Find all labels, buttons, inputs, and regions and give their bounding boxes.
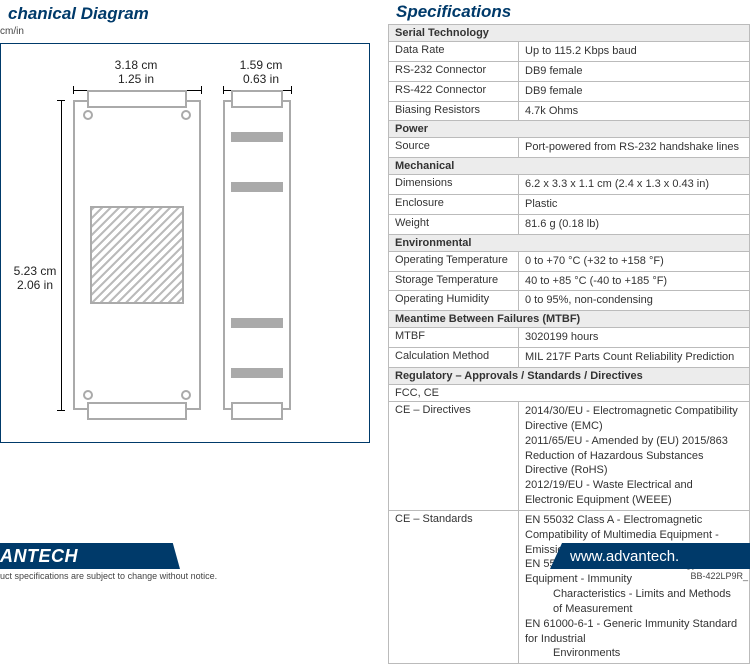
table-row: RS-422 ConnectorDB9 female <box>389 81 750 101</box>
spec-key: Source <box>389 138 519 158</box>
spec-key: Operating Temperature <box>389 251 519 271</box>
spec-key: Data Rate <box>389 42 519 62</box>
dim-cm: 3.18 cm <box>115 58 158 72</box>
footer-bar: ANTECH www.advantech. <box>0 543 750 569</box>
dim-in: 2.06 in <box>17 278 53 292</box>
spec-group-header: Meantime Between Failures (MTBF) <box>389 311 750 328</box>
spec-value: 2014/30/EU - Electromagnetic Compatibili… <box>519 401 750 510</box>
table-row: RS-232 ConnectorDB9 female <box>389 61 750 81</box>
screw-icon <box>83 110 93 120</box>
connector-bottom <box>231 402 282 420</box>
spec-key: Enclosure <box>389 195 519 215</box>
spec-value: DB9 female <box>519 81 750 101</box>
table-row: Operating Temperature0 to +70 °C (+32 to… <box>389 251 750 271</box>
spec-key: Storage Temperature <box>389 271 519 291</box>
disclaimer-text: uct specifications are subject to change… <box>0 571 217 581</box>
spec-key: RS-422 Connector <box>389 81 519 101</box>
label-hatch <box>90 206 184 304</box>
spec-value: 0 to 95%, non-condensing <box>519 291 750 311</box>
table-row: CE – Directives2014/30/EU - Electromagne… <box>389 401 750 510</box>
part-number: BB-422LP9R_ <box>690 571 748 581</box>
dim-line <box>223 86 224 94</box>
rib <box>231 182 282 192</box>
dim-in: 0.63 in <box>243 72 279 86</box>
spec-key: Dimensions <box>389 175 519 195</box>
spec-value: Port-powered from RS-232 handshake lines <box>519 138 750 158</box>
rib <box>231 132 282 142</box>
spec-value: 3020199 hours <box>519 328 750 348</box>
spec-value: 0 to +70 °C (+32 to +158 °F) <box>519 251 750 271</box>
spec-group-header: Serial Technology <box>389 25 750 42</box>
table-row: EnclosurePlastic <box>389 195 750 215</box>
spec-key: Calculation Method <box>389 348 519 368</box>
diagram-side-view <box>223 100 291 410</box>
table-row: Biasing Resistors4.7k Ohms <box>389 101 750 121</box>
table-row: Data RateUp to 115.2 Kbps baud <box>389 42 750 62</box>
spec-value: Up to 115.2 Kbps baud <box>519 42 750 62</box>
dim-line <box>57 100 65 101</box>
dim-cm: 5.23 cm <box>14 264 57 278</box>
table-row: Dimensions6.2 x 3.3 x 1.1 cm (2.4 x 1.3 … <box>389 175 750 195</box>
dim-in: 1.25 in <box>118 72 154 86</box>
table-row: Operating Humidity0 to 95%, non-condensi… <box>389 291 750 311</box>
connector-top <box>231 90 282 108</box>
table-row: SourcePort-powered from RS-232 handshake… <box>389 138 750 158</box>
connector-bottom <box>87 402 186 420</box>
spec-key: Biasing Resistors <box>389 101 519 121</box>
spec-group-header: Power <box>389 121 750 138</box>
dim-line <box>57 410 65 411</box>
table-row: MTBF3020199 hours <box>389 328 750 348</box>
spec-group-header: Mechanical <box>389 158 750 175</box>
dim-line <box>73 86 74 94</box>
dim-cm: 1.59 cm <box>240 58 283 72</box>
spec-group-header: Environmental <box>389 234 750 251</box>
rib <box>231 318 282 328</box>
brand-logo: ANTECH <box>0 543 180 569</box>
diagram-box: 3.18 cm 1.25 in 1.59 cm 0.63 in 5.23 cm … <box>0 43 370 443</box>
spec-value: DB9 female <box>519 61 750 81</box>
table-row: Storage Temperature40 to +85 °C (-40 to … <box>389 271 750 291</box>
spec-value: 40 to +85 °C (-40 to +185 °F) <box>519 271 750 291</box>
spec-value: 81.6 g (0.18 lb) <box>519 214 750 234</box>
table-row: Calculation MethodMIL 217F Parts Count R… <box>389 348 750 368</box>
dim-line <box>201 86 202 94</box>
diagram-front-view <box>73 100 201 410</box>
spec-title: Specifications <box>388 0 750 24</box>
spec-key: CE – Directives <box>389 401 519 510</box>
spec-key: MTBF <box>389 328 519 348</box>
table-row: FCC, CE <box>389 384 750 401</box>
screw-icon <box>83 390 93 400</box>
page-footer: ANTECH www.advantech. uct specifications… <box>0 543 750 591</box>
spec-key: Operating Humidity <box>389 291 519 311</box>
diagram-title: chanical Diagram <box>0 4 370 24</box>
dim-width-side: 1.59 cm 0.63 in <box>231 58 291 86</box>
screw-icon <box>181 110 191 120</box>
brand-url: www.advantech. <box>550 543 750 569</box>
spec-group-header: Regulatory – Approvals / Standards / Dir… <box>389 367 750 384</box>
spec-value: 4.7k Ohms <box>519 101 750 121</box>
spec-key: Weight <box>389 214 519 234</box>
rib <box>231 368 282 378</box>
spec-cell: FCC, CE <box>389 384 750 401</box>
spec-key: RS-232 Connector <box>389 61 519 81</box>
spec-value: MIL 217F Parts Count Reliability Predict… <box>519 348 750 368</box>
screw-icon <box>181 390 191 400</box>
dim-line <box>291 86 292 94</box>
dim-width-front: 3.18 cm 1.25 in <box>96 58 176 86</box>
footer-subline: uct specifications are subject to change… <box>0 569 750 581</box>
connector-top <box>87 90 186 108</box>
dim-height: 5.23 cm 2.06 in <box>5 264 65 292</box>
diagram-units: cm/in <box>0 26 370 37</box>
table-row: Weight81.6 g (0.18 lb) <box>389 214 750 234</box>
spec-value: Plastic <box>519 195 750 215</box>
dim-line <box>61 100 62 410</box>
spec-value: 6.2 x 3.3 x 1.1 cm (2.4 x 1.3 x 0.43 in) <box>519 175 750 195</box>
